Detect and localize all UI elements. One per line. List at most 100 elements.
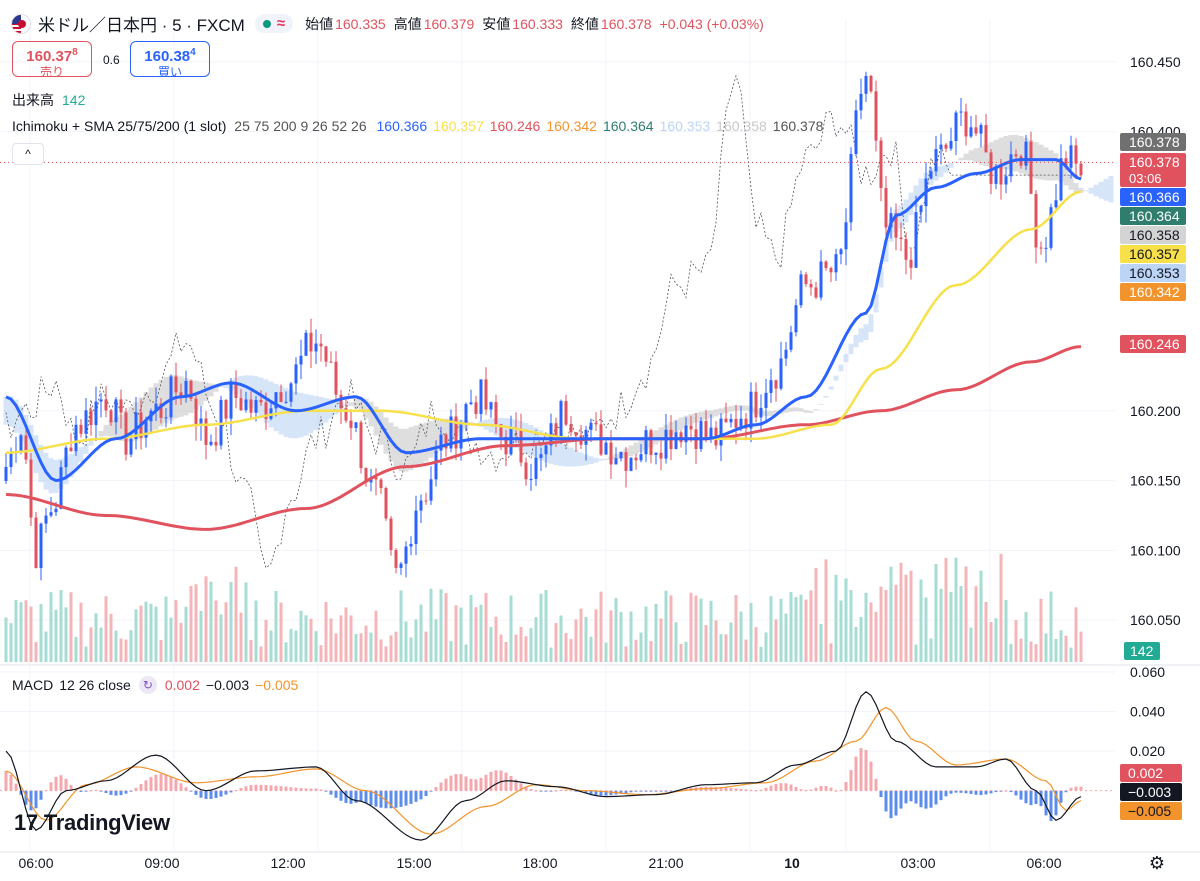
volume-bar: [529, 628, 533, 662]
volume-bar: [369, 632, 373, 662]
volume-bar: [84, 646, 88, 662]
volume-bar: [194, 584, 198, 662]
symbol-name[interactable]: 米ドル／日本円 · 5 · FXCM: [38, 16, 245, 35]
volume-bar: [104, 596, 108, 662]
volume-bar: [199, 610, 203, 662]
cloud-segment: [13, 399, 19, 433]
candle-body: [339, 394, 343, 409]
macd-hist-bar: [719, 787, 723, 791]
candle-body: [594, 422, 598, 425]
settings-gear-icon[interactable]: ⚙: [1148, 853, 1166, 873]
macd-hist-bar: [499, 770, 503, 791]
volume-bar: [974, 586, 978, 662]
candle-body: [809, 283, 813, 288]
macd-hist-bar: [979, 790, 983, 796]
macd-hist-bar: [604, 790, 608, 796]
collapse-legend-button[interactable]: ^: [12, 143, 44, 165]
candle-body: [359, 422, 363, 469]
volume-bar: [749, 602, 753, 662]
candle-body: [964, 111, 968, 137]
macd-hist-bar: [49, 782, 53, 791]
candle-body: [634, 457, 638, 461]
cloud-segment: [423, 422, 429, 462]
candle-body: [829, 268, 833, 273]
macd-legend[interactable]: MACD 12 26 close ↻ 0.002 −0.003 −0.005: [12, 676, 304, 694]
senkou-b-badge-text: 160.358: [1129, 227, 1180, 243]
high-value: 160.379: [423, 15, 475, 32]
candle-body: [934, 149, 938, 172]
volume-bar: [619, 611, 623, 662]
sync-icon[interactable]: ↻: [138, 676, 157, 694]
sell-button[interactable]: 160.378 売り: [12, 41, 92, 79]
volume-bar: [349, 615, 353, 662]
volume-bar: [284, 642, 288, 662]
candle-body: [869, 75, 873, 92]
volume-bar: [1004, 599, 1008, 662]
candle-body: [844, 222, 848, 250]
indicator-legend[interactable]: Ichimoku + SMA 25/75/200 (1 slot) 25 75 …: [12, 118, 829, 134]
macd-hist-bar: [344, 790, 348, 803]
volume-bar: [804, 599, 808, 662]
macd-hist-bar: [874, 778, 878, 791]
volume-badge-text: 142: [1130, 643, 1154, 659]
macd-hist-bar: [1039, 790, 1043, 807]
candle-body: [984, 125, 988, 153]
cloud-segment: [328, 399, 334, 419]
volume-bar: [679, 643, 683, 662]
cloud-segment: [948, 163, 954, 168]
candle-body: [1034, 193, 1038, 248]
volume-bar: [849, 589, 853, 662]
volume-bar: [609, 610, 613, 662]
candle-body: [629, 457, 633, 471]
candle-body: [709, 427, 713, 438]
volume-bar: [924, 597, 928, 662]
volume-bar: [394, 631, 398, 662]
macd-value-2: −0.005: [255, 677, 299, 693]
macd-hist-bar: [24, 790, 28, 805]
cloud-segment: [303, 393, 309, 436]
macd-hist-bar: [69, 784, 73, 791]
volume-bar: [719, 634, 723, 662]
candle-body: [164, 417, 168, 419]
volume-bar: [729, 622, 733, 662]
cloud-segment: [558, 441, 564, 466]
volume-bar: [819, 624, 823, 662]
cloud-segment: [813, 409, 819, 411]
cloud-segment: [868, 314, 874, 332]
macd-hist-bar: [724, 787, 728, 791]
candle-body: [999, 166, 1003, 185]
macd-hist-bar: [294, 787, 298, 791]
cloud-segment: [978, 146, 984, 165]
candle-body: [39, 523, 43, 568]
macd-badge-text: 0.002: [1128, 765, 1163, 781]
candle-body: [949, 140, 953, 149]
sma200-badge: [1120, 335, 1186, 353]
candle-body: [154, 403, 158, 411]
candle-body: [784, 349, 788, 359]
cloud-segment: [403, 428, 409, 472]
cloud-segment: [1048, 150, 1054, 181]
macd-hist-bar: [239, 788, 243, 791]
macd-hist-bar: [144, 780, 148, 791]
volume-bar: [854, 627, 858, 662]
candle-body: [349, 420, 353, 429]
cloud-segment: [878, 267, 884, 288]
buy-button[interactable]: 160.384 買い: [130, 41, 210, 79]
tradingview-logo[interactable]: 17 TradingView: [14, 810, 170, 836]
candle-body: [1049, 207, 1053, 248]
status-pill[interactable]: ≈: [254, 14, 294, 33]
volume-legend[interactable]: 出来高 142: [12, 90, 85, 110]
candle-body: [849, 153, 853, 223]
volume-bar: [654, 603, 658, 662]
candle-body: [429, 479, 433, 501]
countdown-text: 03:06: [1129, 171, 1162, 186]
candle-body: [1044, 247, 1048, 249]
cloud-segment: [838, 364, 844, 372]
volume-bar: [364, 625, 368, 662]
candle-body: [144, 421, 148, 438]
volume-bar: [129, 630, 133, 662]
candle-body: [54, 508, 58, 513]
volume-bar: [49, 592, 53, 662]
